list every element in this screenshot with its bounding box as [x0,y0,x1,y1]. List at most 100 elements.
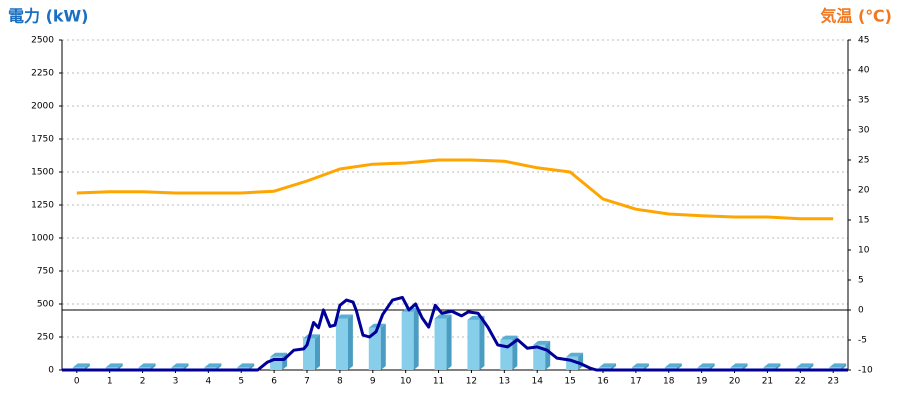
y2-tick-label: 35 [858,96,869,106]
bar [533,340,551,370]
bar-top [72,363,90,368]
y2-tick-label: 10 [858,246,870,256]
x-tick-label: 19 [696,377,708,387]
x-tick-label: 7 [304,377,310,387]
bar-top [303,334,321,339]
x-tick-label: 11 [433,377,444,387]
bar-top [171,363,189,368]
bar-top [500,335,518,340]
bar-side [841,363,847,370]
x-tick-label: 0 [74,377,80,387]
x-tick-label: 20 [729,377,741,387]
bar-top [730,363,748,368]
y2-tick-label: 20 [858,186,870,196]
bar-top [434,314,452,319]
x-tick-label: 8 [337,377,343,387]
bar-side [742,363,748,370]
bar [434,314,452,370]
x-tick-label: 22 [795,377,806,387]
bar-top [237,363,255,368]
y2-tick-label: 30 [858,126,870,136]
y2-tick-label: -10 [858,366,873,376]
bar-top [664,363,682,368]
bar-side [643,363,649,370]
bar-top [204,363,222,368]
bar-side [545,340,551,370]
bar-front [401,311,414,370]
bar-side [610,363,616,370]
x-tick-label: 5 [238,377,244,387]
bar-side [380,323,386,370]
y2-tick-label: 15 [858,216,869,226]
x-tick-label: 3 [173,377,179,387]
bar-side [150,363,156,370]
bar-top [533,340,551,345]
bar-top [105,363,123,368]
y-tick-label: 1000 [31,234,54,244]
x-tick-label: 15 [564,377,575,387]
bar [467,315,485,370]
x-tick-label: 10 [400,377,412,387]
bar-side [84,363,90,370]
bar-side [709,363,715,370]
bar [368,323,386,370]
bar-side [479,315,485,370]
line [76,158,834,221]
y2-tick-label: 25 [858,156,869,166]
bar-side [216,363,222,370]
x-tick-label: 18 [663,377,675,387]
x-tick-label: 21 [762,377,773,387]
x-tick-label: 14 [531,377,543,387]
bar-side [183,363,189,370]
x-tick-label: 12 [466,377,477,387]
bar-side [117,363,123,370]
bar [303,334,321,370]
y2-axis-title: 気温 (℃) [820,7,892,26]
y-tick-label: 750 [37,267,54,277]
x-tick-label: 17 [630,377,641,387]
bar [335,314,353,370]
y-tick-label: 2250 [31,69,54,79]
x-tick-label: 2 [140,377,146,387]
x-tick-label: 23 [827,377,838,387]
bar-top [697,363,715,368]
bar-front [434,318,447,370]
bar-top [270,352,288,357]
bar-top [631,363,649,368]
bar-side [446,314,452,370]
y2-tick-label: 0 [858,306,864,316]
bar-side [676,363,682,370]
bar-top [138,363,156,368]
bar-front [335,318,348,370]
bar-side [808,363,814,370]
bar-side [249,363,255,370]
y-tick-label: 1750 [31,135,54,145]
bar-top [335,314,353,319]
bar-top [566,352,584,357]
x-tick-label: 16 [597,377,609,387]
y2-tick-label: 45 [858,36,869,46]
bar-side [347,314,353,370]
y-tick-label: 1500 [31,168,54,178]
y-tick-label: 500 [37,300,54,310]
line [62,295,848,372]
bar-top [763,363,781,368]
bar-front [368,327,381,370]
y2-tick-label: 5 [858,276,864,286]
x-tick-label: 4 [205,377,211,387]
y-tick-label: 2500 [31,36,54,46]
bar [401,307,419,370]
bar-front [533,344,546,370]
x-tick-label: 6 [271,377,277,387]
x-tick-label: 13 [499,377,510,387]
bar-side [315,334,321,370]
bar-side [413,307,419,370]
y-tick-label: 0 [48,366,54,376]
bar-top [829,363,847,368]
bar-side [775,363,781,370]
y-tick-label: 1250 [31,201,54,211]
bar-top [796,363,814,368]
bar-front [467,319,480,370]
y2-tick-label: -5 [858,336,867,346]
